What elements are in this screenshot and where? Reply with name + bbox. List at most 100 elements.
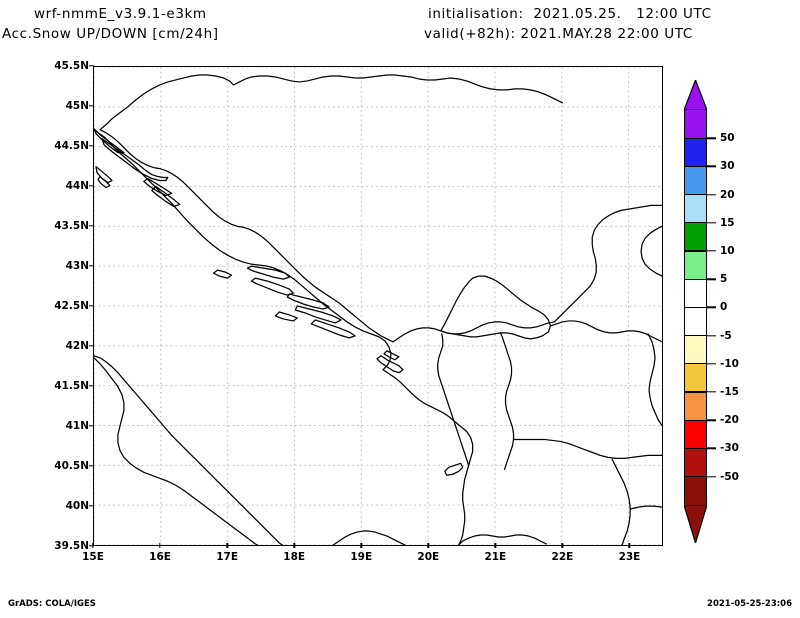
lon-tick-mark <box>494 543 497 548</box>
lat-tick-mark <box>89 305 94 307</box>
producer-label: GrADS: COLA/IGES <box>8 599 96 609</box>
colorbar-tick-label: -10 <box>720 357 739 370</box>
colorbar-tick-mark <box>707 278 716 280</box>
colorbar-band[interactable] <box>685 448 706 477</box>
colorbar-band[interactable] <box>685 110 706 139</box>
colorbar-band[interactable] <box>685 138 706 167</box>
colorbar-boundary <box>684 222 707 224</box>
lon-tick-label: 23E <box>618 551 641 563</box>
lat-tick-label: 41.5N <box>54 380 89 392</box>
colorbar[interactable]: 50 30 20 15 10 5 0 -5 -10 -15 -20 -30 -50 <box>683 78 794 545</box>
lat-tick-label: 45.5N <box>54 60 89 72</box>
lat-tick-mark <box>89 185 94 187</box>
colorbar-tick-label: -5 <box>720 329 732 342</box>
lon-tick-label: 19E <box>350 551 373 563</box>
colorbar-boundary <box>684 419 707 421</box>
colorbar-tick-mark <box>707 193 716 196</box>
colorbar-tick-label: 15 <box>720 216 735 229</box>
colorbar-tick-label: 5 <box>720 273 728 286</box>
lat-tick-mark <box>89 385 94 387</box>
colorbar-tick-mark <box>707 222 716 224</box>
lon-tick-label: 17E <box>216 551 239 563</box>
coastlines-and-borders <box>94 74 662 545</box>
colorbar-band[interactable] <box>685 194 706 223</box>
colorbar-tick-label: 10 <box>720 245 735 257</box>
colorbar-band[interactable] <box>685 363 706 392</box>
colorbar-tick-mark <box>707 306 716 309</box>
colorbar-boundary <box>684 137 707 139</box>
lon-tick-label: 15E <box>82 551 104 563</box>
lat-tick-mark <box>89 465 94 467</box>
colorbar-band[interactable] <box>685 166 706 195</box>
lon-tick-label: 18E <box>283 551 306 563</box>
initialisation-time: initialisation: 2021.05.25. 12:00 UTC <box>428 6 712 22</box>
colorbar-band[interactable] <box>685 476 706 505</box>
colorbar-band[interactable] <box>685 420 706 449</box>
lon-tick-mark <box>159 543 161 548</box>
colorbar-tick-label: -50 <box>720 470 739 483</box>
colorbar-boundary <box>684 306 707 309</box>
lat-tick-label: 43.5N <box>54 220 89 232</box>
lat-tick-mark <box>89 345 94 347</box>
colorbar-tick-mark <box>707 137 716 139</box>
lat-tick-mark <box>89 65 94 67</box>
lat-tick-label: 42N <box>65 340 89 352</box>
lat-tick-label: 41N <box>65 420 89 432</box>
lat-tick-mark <box>89 545 94 547</box>
model-title: wrf-nmmE_v3.9.1-e3km <box>34 6 207 22</box>
colorbar-band[interactable] <box>685 222 706 251</box>
colorbar-band[interactable] <box>685 307 706 336</box>
longitude-axis: 15E 16E 17E 18E 19E 20E 21E 22E 23E <box>82 543 663 569</box>
lat-tick-label: 40.5N <box>54 460 89 472</box>
colorbar-tick-label: 50 <box>720 132 735 145</box>
colorbar-boundary <box>684 447 707 450</box>
colorbar-band[interactable] <box>685 391 706 421</box>
valid-time: valid(+82h): 2021.MAY.28 22:00 UTC <box>424 26 693 42</box>
colorbar-tick-label: -30 <box>720 442 739 455</box>
lat-tick-mark <box>89 145 94 147</box>
colorbar-band[interactable] <box>685 335 706 364</box>
lat-tick-mark <box>89 505 94 507</box>
lat-tick-label: 44N <box>65 180 89 192</box>
lat-tick-label: 43N <box>65 260 89 272</box>
gridlines <box>94 67 662 545</box>
colorbar-boundary <box>684 193 707 196</box>
colorbar-tick-mark <box>707 165 716 168</box>
lat-tick-mark <box>89 265 94 267</box>
lon-tick-mark <box>360 543 362 548</box>
lat-tick-label: 42.5N <box>54 300 89 312</box>
colorbar-arrow-bottom <box>683 504 708 545</box>
map-canvas <box>94 67 662 545</box>
lat-tick-label: 40N <box>65 500 89 512</box>
lon-tick-mark <box>628 543 631 548</box>
colorbar-tick-label: 20 <box>720 188 735 201</box>
colorbar-band[interactable] <box>685 279 706 308</box>
colorbar-tick-mark <box>707 250 716 252</box>
lat-tick-mark <box>89 425 94 427</box>
lat-tick-mark <box>89 105 94 107</box>
colorbar-tick-label: -20 <box>720 414 739 427</box>
colorbar-tick-label: 30 <box>720 160 735 173</box>
lon-tick-label: 21E <box>484 551 507 563</box>
map-plot-area[interactable] <box>93 66 663 546</box>
lat-tick-label: 39.5N <box>54 540 89 552</box>
lat-tick-label: 45N <box>65 100 89 112</box>
colorbar-arrow-top <box>683 78 708 111</box>
colorbar-tick-mark <box>707 475 716 478</box>
header: wrf-nmmE_v3.9.1-e3km n Acc.Snow UP/DOWN … <box>0 0 800 52</box>
lat-tick-mark <box>89 225 94 227</box>
colorbar-band[interactable] <box>685 250 706 280</box>
lon-tick-mark <box>427 543 429 548</box>
colorbar-tick-label: 0 <box>720 301 728 314</box>
colorbar-boundary <box>684 278 707 280</box>
colorbar-stack[interactable] <box>684 110 707 505</box>
colorbar-boundary <box>684 250 707 252</box>
colorbar-boundary <box>684 475 707 478</box>
colorbar-boundary <box>684 334 707 337</box>
colorbar-tick-mark <box>707 391 716 393</box>
colorbar-boundary <box>684 391 707 393</box>
colorbar-tick-mark <box>707 419 716 421</box>
lon-tick-mark <box>226 543 228 548</box>
latitude-axis: 45.5N 45N 44.5N 44N 43.5N 43N 42.5N 42N 41.5N 41N… <box>33 60 94 552</box>
lon-tick-label: 22E <box>551 551 574 563</box>
